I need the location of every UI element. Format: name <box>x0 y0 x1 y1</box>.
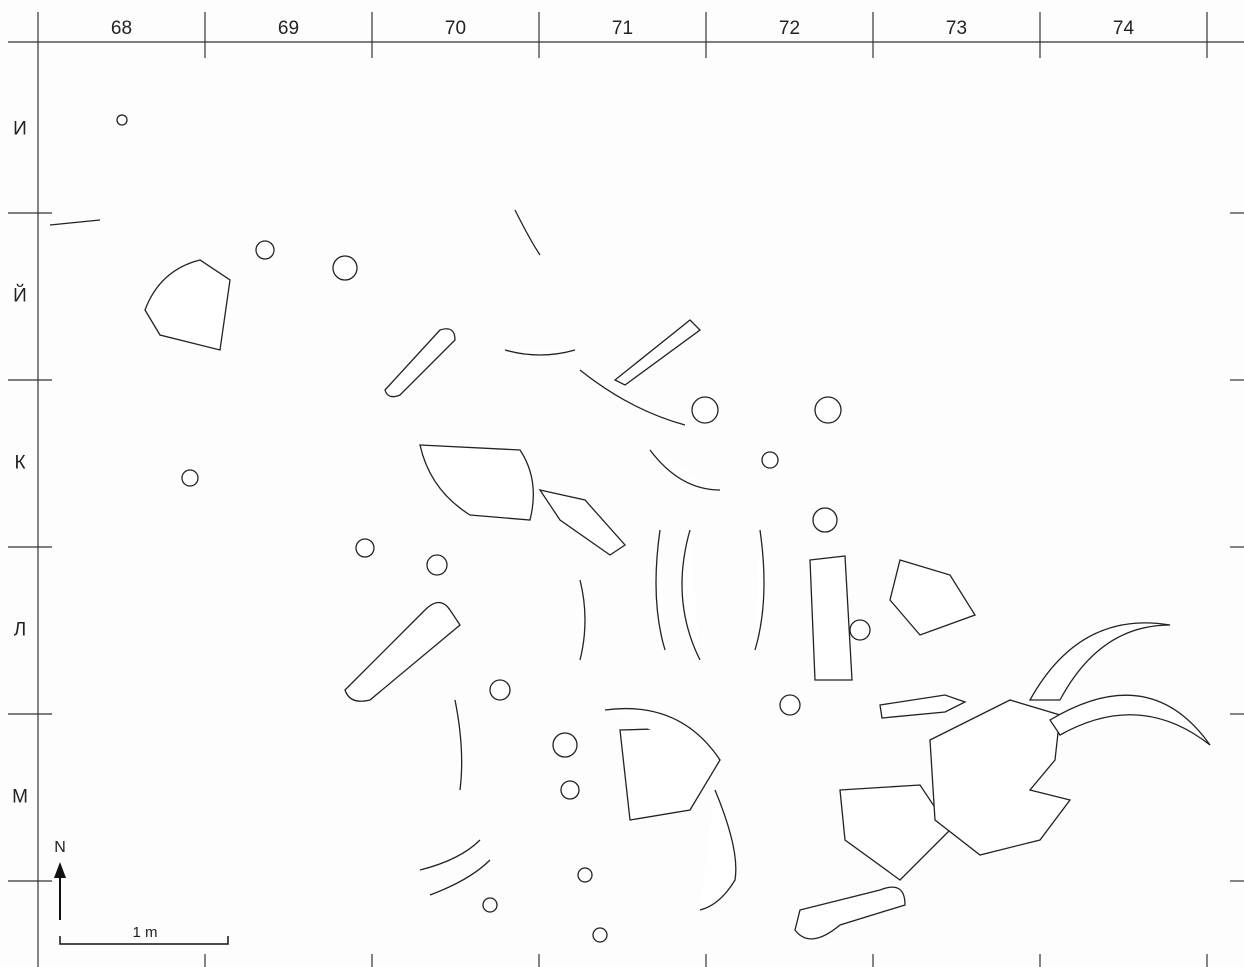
rib <box>681 529 701 661</box>
bone <box>419 444 534 521</box>
bone <box>879 694 967 719</box>
row-label: К <box>14 453 25 474</box>
column-label: 69 <box>278 18 299 39</box>
bone-fragment <box>489 679 511 701</box>
grid-labels: 68 69 70 71 72 73 74 И Й К Л М <box>12 18 1134 808</box>
bone <box>794 886 906 940</box>
column-label: 72 <box>779 18 800 39</box>
column-label: 70 <box>445 18 466 39</box>
bone <box>809 555 853 681</box>
bone-fragment <box>116 114 128 126</box>
horn <box>1028 622 1171 701</box>
north-label: N <box>54 839 66 856</box>
rib <box>514 209 541 256</box>
bone <box>538 489 626 556</box>
column-label: 73 <box>946 18 967 39</box>
rib <box>604 707 721 761</box>
rib <box>504 349 576 356</box>
bone <box>344 601 461 702</box>
column-label: 74 <box>1113 18 1135 39</box>
bone-fragment <box>592 927 608 943</box>
bone-fragment <box>482 897 498 913</box>
rib <box>579 579 586 661</box>
bone-fragment <box>355 538 375 558</box>
rib <box>649 449 721 491</box>
horn <box>1049 694 1211 746</box>
bone <box>889 559 976 636</box>
row-label: Л <box>14 620 26 641</box>
north-arrowhead <box>54 862 66 878</box>
bone-fragment <box>761 451 779 469</box>
row-label: Й <box>13 285 27 307</box>
bone-fragment <box>691 396 719 424</box>
rib <box>655 529 666 651</box>
bone-fragment <box>552 732 578 758</box>
bone-fragment <box>779 694 801 716</box>
row-label: И <box>13 119 27 140</box>
grid-ticks <box>8 12 1244 967</box>
bone <box>839 784 951 881</box>
bone-fragment <box>181 469 199 487</box>
scale-bar <box>59 936 229 945</box>
bone <box>384 328 456 398</box>
scale-label: 1 m <box>132 924 157 941</box>
rib <box>699 789 737 911</box>
rib <box>49 219 101 226</box>
row-label: М <box>12 787 28 808</box>
column-label: 68 <box>111 18 132 39</box>
rib <box>579 369 686 426</box>
bone-fragment <box>332 255 358 281</box>
bone-fragment <box>577 867 593 883</box>
rib <box>754 529 765 651</box>
rib <box>454 699 463 791</box>
bone-fragment <box>814 396 842 424</box>
column-label: 71 <box>612 18 633 39</box>
bone-fragment <box>255 240 275 260</box>
bone <box>144 259 231 351</box>
bone-fragment <box>426 554 448 576</box>
bone-fragment <box>560 780 580 800</box>
bone-fragment <box>849 619 871 641</box>
bone <box>613 319 701 386</box>
bone-drawings <box>49 114 1211 943</box>
rib <box>419 839 481 871</box>
bone-fragment <box>812 507 838 533</box>
skull <box>929 699 1072 856</box>
rib <box>429 859 491 896</box>
